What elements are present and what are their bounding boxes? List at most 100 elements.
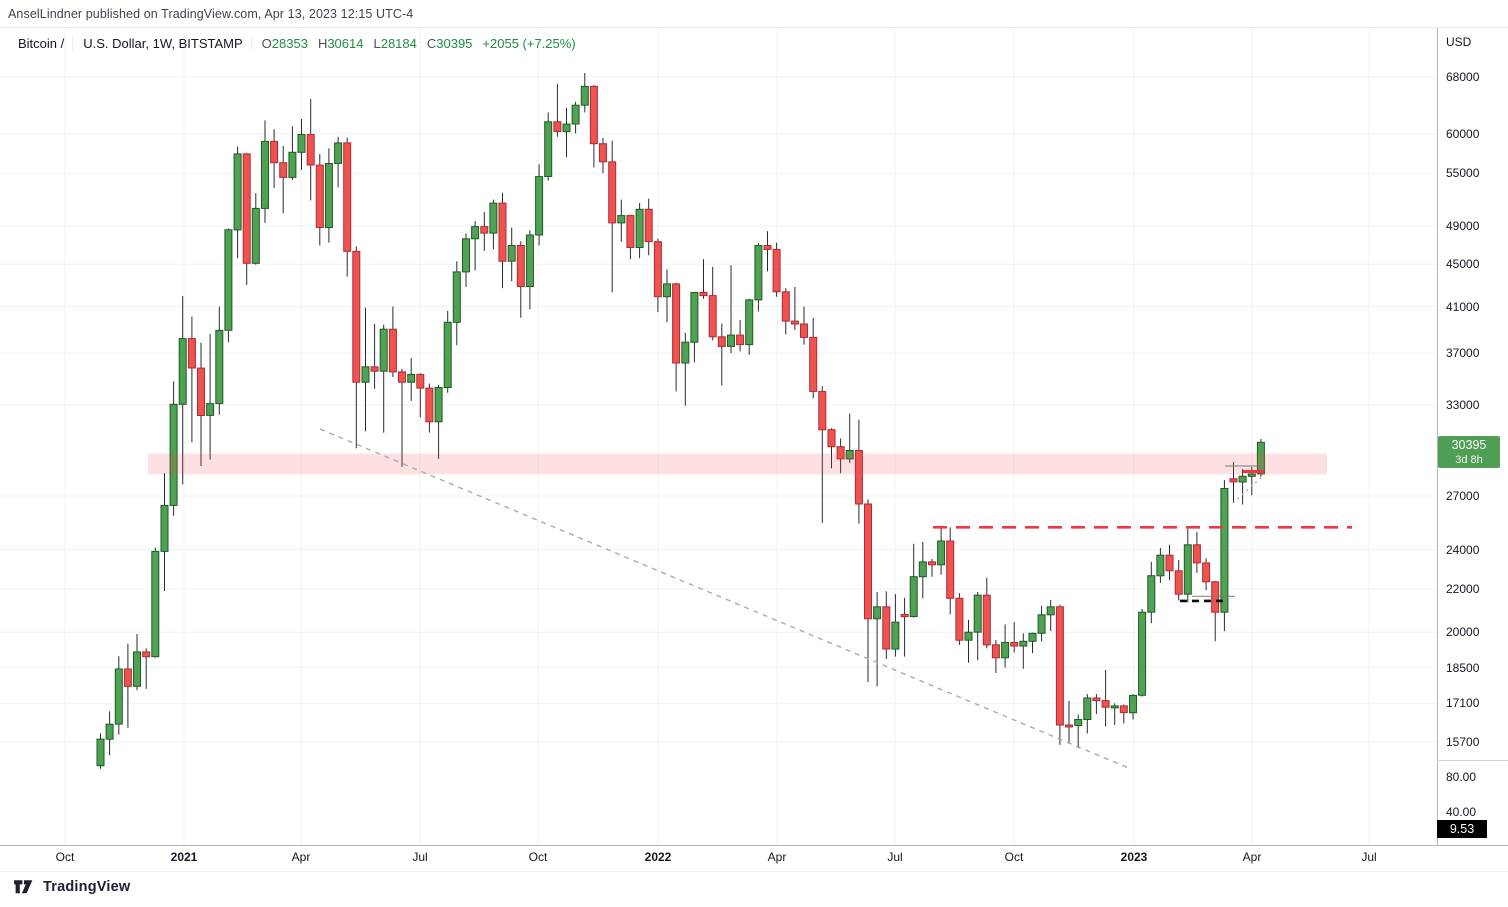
candle-down [1165,554,1174,572]
legend-ohlc: O28353 H30614 L28184 C30395 [262,36,473,51]
candle-down [242,153,251,264]
candle-up [1156,554,1165,577]
time-scale[interactable]: Oct 2021 Apr Jul Oct 2022 Apr Jul Oct 2023 Apr Jul [0,847,1437,869]
last-price-value: 30395 [1451,438,1487,452]
candle-down [306,134,315,166]
candle-down [1211,581,1220,613]
candle-up [1220,488,1229,613]
last-price-badge: 30395 3d 8h [1438,436,1500,468]
price-tick-label: 60000 [1446,126,1480,141]
candle-down [270,140,279,164]
candle-up [507,245,516,262]
publish-header: AnselLindner published on TradingView.co… [8,7,414,21]
candle-up [379,328,388,372]
candle-up [452,271,461,323]
candle-up [160,504,169,552]
bar-countdown: 3d 8h [1455,453,1483,466]
candle-down [644,208,653,243]
price-scale[interactable]: USD 30395 3d 8h 9.53 68000 60000 55000 4900… [1437,0,1508,907]
candle-up [1046,606,1055,616]
price-tick-label: 33000 [1446,398,1480,412]
time-tick-label: Apr [767,850,787,864]
candle-down [626,215,635,249]
candle-down [352,250,361,383]
time-tick-label: 2022 [644,850,672,864]
time-tick-label: Apr [291,850,311,864]
candle-down [398,371,406,383]
candle-up [288,151,297,178]
mini-dotted-trendline[interactable] [1232,475,1264,504]
legend-ohlc-item: H30614 [317,35,364,51]
candle-down [197,367,205,417]
symbol-name[interactable]: Bitcoin / [14,35,74,51]
candle-up [178,338,187,405]
candle-up [251,207,260,264]
candle-down [827,429,836,448]
candle-down [589,85,598,145]
price-tick-label: 45000 [1446,257,1480,272]
price-tick-label: 37000 [1446,346,1480,361]
candle-down [608,161,617,224]
candle-down [1192,544,1201,564]
tradingview-brand-text: TradingView [43,878,131,895]
candle-up [544,121,553,178]
candle-up [617,215,626,224]
candle-up [1028,632,1037,642]
legend-ohlc-item: O28353 [261,35,308,51]
supply-zone-band[interactable] [148,453,1327,475]
symbol-description[interactable]: U.S. Dollar, 1W, BITSTAMP [79,35,252,51]
candle-down [1101,700,1110,708]
candle-up [151,550,160,658]
candle-up [681,341,690,364]
candle-up [206,403,215,416]
candle-down [717,336,726,347]
candle-down [1119,705,1128,714]
time-tick-label: Jul [1361,850,1377,864]
candle-up [525,234,534,287]
candle-up [443,321,452,388]
candle-up [580,85,589,106]
candle-down [142,651,151,658]
candle-up [845,450,854,460]
candle-up [361,366,370,383]
candle-down [809,336,818,392]
secondary-scale-tick-label: 80.00 [1446,770,1477,784]
candle-up [434,387,443,423]
candle-up [233,153,242,231]
candle-down [854,450,863,505]
price-scale-currency: USD [1446,35,1472,49]
candle-up [745,299,754,346]
candle-down [882,606,891,650]
candle-down [1055,606,1064,726]
downtrend-line[interactable] [319,428,1132,770]
candle-down [900,613,909,618]
tradingview-logo-icon[interactable] [13,878,36,895]
candle-up [297,134,306,153]
candle-down [772,248,781,293]
candle-up [1247,473,1256,477]
price-tick-label: 49000 [1446,218,1480,233]
candle-down [864,503,872,620]
candle-up [224,229,233,331]
candle-down [498,202,507,262]
candle-up [471,226,480,240]
candle-up [635,208,644,249]
candle-up [1138,611,1147,696]
candle-up [727,334,735,347]
candle-up [1238,475,1247,483]
candle-down [790,320,799,325]
candle-up [462,238,470,273]
candle-down [1010,642,1019,647]
price-tick-label: 18500 [1446,660,1480,675]
indicator-value-badge: 9.53 [1437,820,1487,838]
candle-down [553,121,562,133]
candle-down [1229,478,1238,483]
candle-down [123,668,132,687]
price-tick-label: 20000 [1446,625,1480,640]
candle-up [324,163,333,229]
candle-down [279,162,288,178]
candle-down [343,142,352,252]
candle-up [690,291,699,343]
candle-down [1174,570,1183,595]
